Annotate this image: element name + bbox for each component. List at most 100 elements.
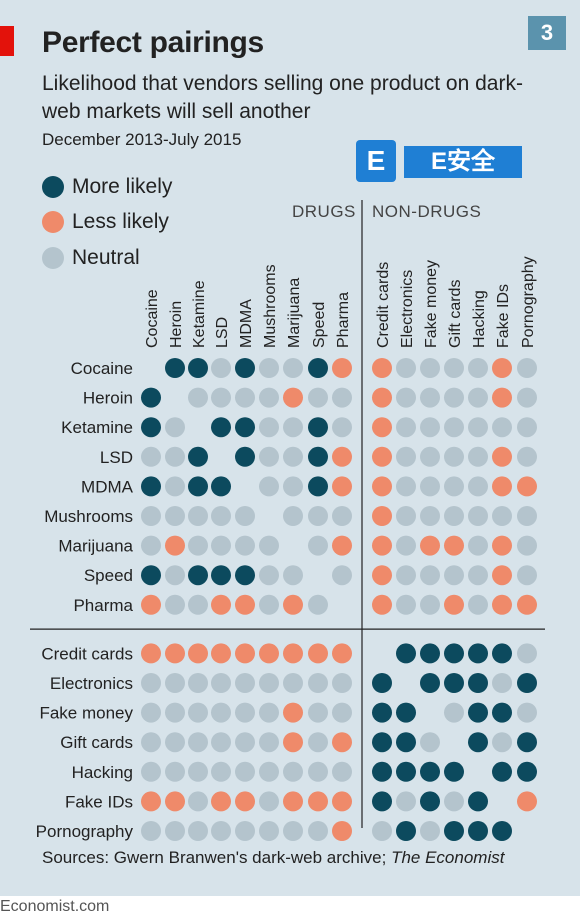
matrix-dot bbox=[141, 565, 161, 586]
matrix-dot bbox=[211, 506, 231, 526]
matrix-dot bbox=[420, 594, 440, 615]
matrix-dot bbox=[235, 565, 255, 586]
matrix-dot bbox=[259, 673, 279, 693]
matrix-dot bbox=[211, 643, 231, 664]
matrix-dot bbox=[188, 761, 208, 782]
matrix-dot bbox=[235, 358, 255, 378]
matrix-dot bbox=[308, 358, 328, 378]
matrix-dot bbox=[517, 732, 537, 753]
matrix-dot bbox=[372, 761, 392, 782]
matrix-dot bbox=[283, 476, 303, 497]
matrix-dot bbox=[259, 761, 279, 782]
matrix-dot bbox=[211, 761, 231, 782]
matrix-dot bbox=[188, 791, 208, 812]
matrix-dot bbox=[211, 821, 231, 841]
matrix-dot bbox=[517, 358, 537, 378]
matrix-dot bbox=[308, 702, 328, 723]
matrix-dot bbox=[492, 476, 512, 497]
matrix-dot bbox=[372, 506, 392, 526]
matrix-dot bbox=[444, 821, 464, 841]
chart-number-badge: 3 bbox=[528, 16, 566, 50]
matrix-dot bbox=[141, 506, 161, 526]
matrix-dot bbox=[420, 643, 440, 664]
column-label: Electronics bbox=[399, 270, 416, 348]
matrix-dot bbox=[492, 565, 512, 586]
matrix-dot bbox=[517, 535, 537, 556]
matrix-dot bbox=[259, 732, 279, 753]
matrix-dot bbox=[259, 702, 279, 723]
matrix-dot bbox=[259, 476, 279, 497]
matrix-dot bbox=[372, 565, 392, 586]
matrix-dot bbox=[468, 702, 488, 723]
matrix-dot bbox=[420, 358, 440, 378]
row-label: Electronics bbox=[50, 674, 133, 693]
matrix-dot bbox=[420, 535, 440, 556]
watermark-icon: E bbox=[356, 140, 396, 182]
column-label: Heroin bbox=[168, 301, 185, 348]
matrix-dot bbox=[188, 535, 208, 556]
matrix-dot bbox=[444, 446, 464, 467]
matrix-dot bbox=[141, 476, 161, 497]
matrix-dot bbox=[211, 702, 231, 723]
matrix-dot bbox=[517, 387, 537, 408]
matrix-dot bbox=[468, 476, 488, 497]
matrix-dot bbox=[211, 565, 231, 586]
matrix-dot bbox=[332, 417, 352, 438]
matrix-dot bbox=[420, 673, 440, 693]
row-label: Pharma bbox=[73, 596, 133, 615]
matrix-dot bbox=[492, 643, 512, 664]
matrix-dot bbox=[283, 387, 303, 408]
legend-dot-less bbox=[42, 211, 64, 233]
matrix-dot bbox=[468, 594, 488, 615]
matrix-dot bbox=[165, 702, 185, 723]
matrix-dot bbox=[165, 761, 185, 782]
matrix-dot bbox=[492, 594, 512, 615]
matrix-dot bbox=[308, 673, 328, 693]
matrix-dot bbox=[141, 702, 161, 723]
matrix-dot bbox=[468, 535, 488, 556]
chart-title: Perfect pairings bbox=[42, 26, 264, 59]
matrix-dot bbox=[396, 358, 416, 378]
matrix-dot bbox=[308, 643, 328, 664]
matrix-dot bbox=[492, 417, 512, 438]
matrix-dot bbox=[235, 446, 255, 467]
matrix-dot bbox=[188, 565, 208, 586]
matrix-dot bbox=[235, 673, 255, 693]
matrix-dot bbox=[259, 535, 279, 556]
matrix-dot bbox=[165, 732, 185, 753]
chart-subtitle: Likelihood that vendors selling one prod… bbox=[42, 72, 523, 123]
matrix-dot bbox=[259, 387, 279, 408]
matrix-dot bbox=[188, 821, 208, 841]
legend-less-likely: Less likely bbox=[42, 210, 169, 234]
matrix-dot bbox=[141, 821, 161, 841]
column-label: Gift cards bbox=[447, 280, 464, 348]
row-label: Marijuana bbox=[58, 537, 133, 556]
matrix-dot bbox=[372, 446, 392, 467]
matrix-dot bbox=[165, 565, 185, 586]
matrix-dot bbox=[211, 732, 231, 753]
matrix-dot bbox=[259, 417, 279, 438]
column-label: Fake money bbox=[423, 260, 440, 348]
row-label: Cocaine bbox=[71, 359, 133, 378]
matrix-dot bbox=[235, 417, 255, 438]
matrix-dot bbox=[235, 535, 255, 556]
matrix-dot bbox=[396, 643, 416, 664]
column-label: Mushrooms bbox=[262, 264, 279, 348]
matrix-dot bbox=[165, 535, 185, 556]
matrix-dot bbox=[141, 446, 161, 467]
matrix-dot bbox=[165, 476, 185, 497]
matrix-dot bbox=[444, 535, 464, 556]
matrix-dot bbox=[165, 506, 185, 526]
row-label: Mushrooms bbox=[44, 507, 133, 526]
matrix-dot bbox=[517, 673, 537, 693]
matrix-dot bbox=[235, 732, 255, 753]
matrix-dot bbox=[332, 732, 352, 753]
matrix-dot bbox=[188, 594, 208, 615]
column-label: LSD bbox=[214, 317, 231, 348]
matrix-dot bbox=[165, 673, 185, 693]
matrix-dot bbox=[517, 791, 537, 812]
source-publication: The Economist bbox=[391, 848, 505, 867]
matrix-dot bbox=[141, 594, 161, 615]
matrix-dot bbox=[420, 476, 440, 497]
matrix-dot bbox=[396, 476, 416, 497]
